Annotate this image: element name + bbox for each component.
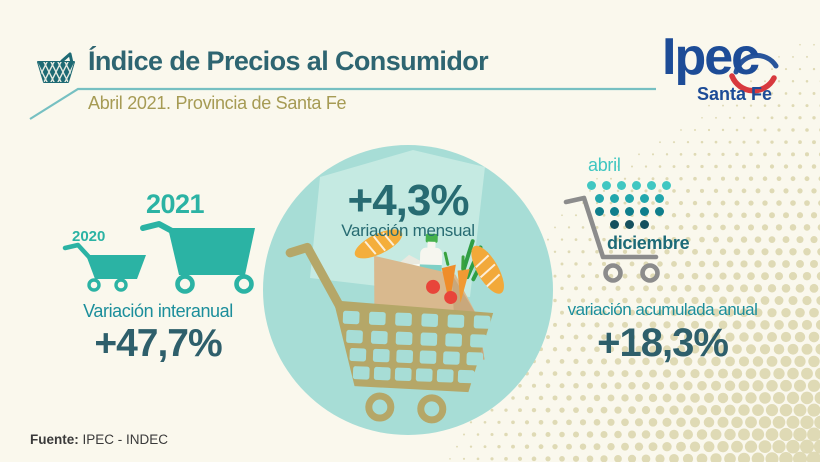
cart-2021-icon [140,221,255,294]
monthly-value: +4,3% [347,176,470,225]
dot-row [609,220,649,229]
source-value: IPEC - INDEC [82,432,169,447]
cart-wheel [417,394,447,424]
dot-row [587,181,671,190]
interannual-value: +47,7% [94,322,222,365]
grocery-cart-icon [263,145,553,435]
shopping-cart-icon [62,221,255,294]
accumulation-dots [577,181,681,229]
dot-row [594,194,664,203]
logo-blue-arc [733,53,779,75]
source-label: Fuente: [30,432,79,447]
cart-2020-icon [62,242,146,292]
dot-row [594,207,664,216]
logo-region: Santa Fe [697,84,772,104]
logo-red-arc [729,73,777,94]
baguette-icon-2 [471,245,504,294]
monthly-label: Variación mensual [341,221,475,240]
ipec-logo: Ipec Santa Fe [662,28,779,104]
accumulated-value: +18,3% [597,321,729,365]
year-2021-label: 2021 [146,189,205,219]
page-title: Índice de Precios al Consumidor [88,46,489,76]
cart-wheel [603,263,623,283]
month-abril-label: abril [588,155,621,175]
cart-with-dots-icon [563,195,660,283]
page-subtitle: Abril 2021. Provincia de Santa Fe [88,93,347,113]
carrot-icon [441,251,470,305]
cart-handle [285,242,344,311]
baguette-icon [354,229,403,259]
cart-wheel [640,263,660,283]
tomato-icon [426,279,458,304]
year-2020-label: 2020 [72,228,106,245]
accumulated-label: variación acumulada anual [567,300,758,319]
cart-wheel [365,392,395,422]
source-note: Fuente: IPEC - INDEC [30,432,168,447]
month-diciembre-label: diciembre [607,233,690,253]
interannual-label: Variación interanual [83,301,233,321]
cart-basket-holes [342,310,491,384]
shopping-basket-icon [37,52,75,83]
